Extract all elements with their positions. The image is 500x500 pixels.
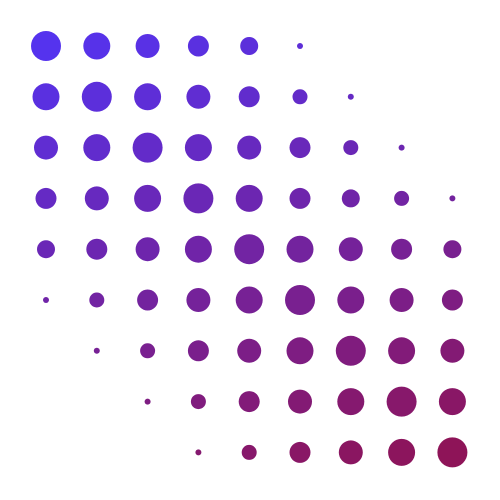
dot-r4-c1 (86, 238, 108, 260)
dot-r6-c5 (286, 337, 314, 365)
dot-r1-c2 (134, 83, 162, 111)
dot-r0-c0 (31, 31, 61, 61)
dot-r3-c8 (449, 195, 456, 202)
dot-r3-c1 (84, 186, 109, 211)
dot-r0-c2 (135, 34, 160, 58)
dot-r2-c7 (398, 144, 405, 151)
dot-r7-c8 (438, 388, 466, 416)
dot-r5-c8 (441, 289, 463, 311)
dot-r8-c5 (289, 441, 311, 463)
dot-r0-c1 (83, 32, 111, 60)
dot-r7-c5 (288, 389, 312, 414)
dot-r2-c5 (289, 137, 311, 159)
dot-r5-c3 (186, 288, 211, 312)
dot-r4-c3 (184, 235, 212, 263)
dot-r3-c6 (341, 189, 360, 208)
dot-r1-c5 (292, 89, 308, 105)
dot-r0-c3 (187, 35, 209, 57)
dot-r8-c7 (388, 438, 416, 466)
dot-r2-c4 (237, 135, 262, 160)
dot-r8-c8 (437, 437, 468, 468)
dot-r7-c6 (337, 388, 365, 416)
dot-r2-c0 (34, 135, 58, 160)
dot-r6-c1 (93, 347, 100, 354)
dot-r2-c1 (83, 134, 111, 162)
dot-r3-c7 (394, 190, 410, 206)
dot-r3-c5 (289, 187, 311, 209)
dot-r8-c3 (195, 449, 202, 456)
dot-r3-c0 (35, 187, 57, 209)
dot-r1-c6 (347, 93, 354, 100)
dot-r8-c4 (241, 444, 257, 460)
dot-r6-c7 (388, 337, 416, 365)
dot-r6-c4 (237, 338, 262, 363)
dot-r7-c3 (190, 394, 206, 410)
dot-r5-c6 (337, 286, 365, 314)
dot-r5-c0 (43, 297, 49, 303)
dot-r4-c2 (135, 237, 160, 262)
dot-r3-c2 (134, 184, 162, 212)
dot-r7-c2 (144, 398, 151, 405)
dot-r5-c1 (89, 292, 105, 308)
dot-r1-c0 (32, 83, 60, 111)
dot-r6-c8 (440, 338, 465, 363)
dot-r4-c0 (37, 240, 55, 259)
dot-r5-c4 (235, 286, 263, 314)
dot-r5-c2 (137, 289, 159, 311)
dot-r7-c4 (238, 391, 260, 413)
dot-r4-c6 (338, 237, 363, 262)
dot-r4-c4 (234, 234, 265, 265)
dot-r2-c2 (132, 132, 163, 163)
dot-r1-c4 (238, 86, 260, 108)
dot-r4-c5 (286, 235, 314, 263)
dot-r6-c3 (187, 340, 209, 362)
dot-r2-c3 (184, 134, 212, 162)
dot-r1-c3 (186, 84, 211, 109)
dot-r6-c6 (335, 335, 366, 366)
dot-r0-c5 (297, 43, 303, 49)
dot-r5-c7 (389, 288, 414, 312)
dot-r0-c4 (240, 37, 259, 55)
dot-r5-c5 (285, 285, 315, 315)
dot-r3-c4 (235, 184, 263, 212)
dot-r8-c6 (338, 440, 363, 465)
dot-r4-c8 (443, 240, 462, 259)
dot-r7-c7 (386, 386, 417, 417)
dot-r1-c1 (81, 81, 112, 112)
dot-r2-c6 (343, 140, 359, 156)
dot-r4-c7 (391, 238, 413, 260)
dot-r6-c2 (140, 343, 156, 359)
dot-r3-c3 (183, 183, 214, 214)
